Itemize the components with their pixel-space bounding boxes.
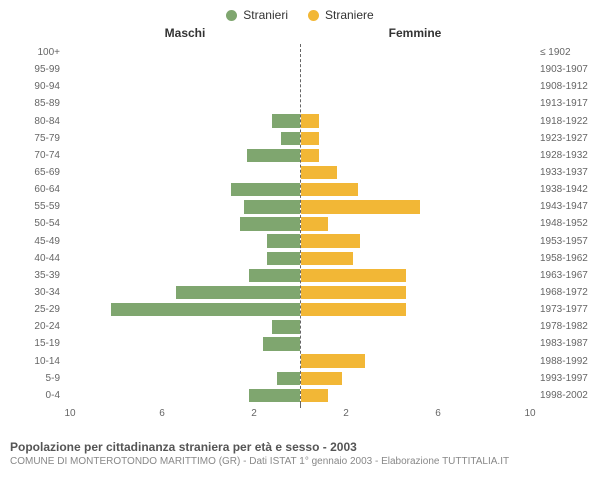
y-tick-birth: 1978-1982: [536, 318, 600, 335]
plot-female: [301, 44, 531, 404]
y-tick-birth: 1908-1912: [536, 78, 600, 95]
y-tick-birth: 1953-1957: [536, 233, 600, 250]
y-tick-age: 100+: [0, 44, 64, 61]
bar-male: [247, 149, 300, 162]
bar-female: [301, 149, 319, 162]
y-tick-age: 65-69: [0, 164, 64, 181]
y-tick-birth: 1988-1992: [536, 353, 600, 370]
legend-swatch-female: [308, 10, 319, 21]
bar-female: [301, 217, 329, 230]
y-tick-birth: 1903-1907: [536, 61, 600, 78]
y-tick-birth: 1973-1977: [536, 301, 600, 318]
y-tick-age: 15-19: [0, 335, 64, 352]
bar-male: [176, 286, 300, 299]
y-tick-age: 50-54: [0, 215, 64, 232]
bar-male: [249, 389, 299, 402]
y-tick-birth: 1928-1932: [536, 147, 600, 164]
y-tick-birth: 1983-1987: [536, 335, 600, 352]
y-tick-birth: 1933-1937: [536, 164, 600, 181]
y-tick-age: 0-4: [0, 387, 64, 404]
y-tick-birth: 1918-1922: [536, 113, 600, 130]
chart-subtitle: COMUNE DI MONTEROTONDO MARITTIMO (GR) - …: [10, 456, 590, 467]
header-male: Maschi: [70, 26, 300, 40]
y-tick-birth: 1963-1967: [536, 267, 600, 284]
bar-female: [301, 252, 354, 265]
bar-male: [277, 372, 300, 385]
bar-female: [301, 286, 407, 299]
y-tick-birth: 1938-1942: [536, 181, 600, 198]
bar-female: [301, 200, 420, 213]
legend-label-female: Straniere: [325, 8, 374, 22]
y-tick-age: 5-9: [0, 370, 64, 387]
bar-female: [301, 303, 407, 316]
legend-item-female: Straniere: [308, 8, 374, 22]
y-tick-birth: 1968-1972: [536, 284, 600, 301]
x-tick: 6: [435, 408, 441, 419]
legend-label-male: Stranieri: [243, 8, 288, 22]
bar-female: [301, 132, 319, 145]
plot-male: [70, 44, 301, 404]
legend: Stranieri Straniere: [0, 0, 600, 26]
y-tick-age: 95-99: [0, 61, 64, 78]
plot-area: [70, 44, 530, 404]
bar-male: [272, 320, 300, 333]
y-tick-birth: 1923-1927: [536, 130, 600, 147]
y-tick-age: 70-74: [0, 147, 64, 164]
bar-male: [231, 183, 300, 196]
bar-female: [301, 183, 358, 196]
footer: Popolazione per cittadinanza straniera p…: [0, 434, 600, 467]
y-tick-age: 90-94: [0, 78, 64, 95]
y-tick-birth: 1943-1947: [536, 198, 600, 215]
bar-male: [263, 337, 300, 350]
y-axis-right: ≤ 19021903-19071908-19121913-19171918-19…: [536, 44, 600, 404]
y-tick-age: 45-49: [0, 233, 64, 250]
x-tick: 6: [159, 408, 165, 419]
bar-male: [267, 252, 299, 265]
x-tick: 2: [343, 408, 349, 419]
y-axis-left: 100+95-9990-9485-8980-8475-7970-7465-696…: [0, 44, 64, 404]
bar-male: [244, 200, 299, 213]
legend-swatch-male: [226, 10, 237, 21]
x-tick: 10: [524, 408, 535, 419]
bar-male: [272, 114, 300, 127]
y-tick-age: 35-39: [0, 267, 64, 284]
bar-male: [281, 132, 299, 145]
chart-title: Popolazione per cittadinanza straniera p…: [10, 440, 590, 454]
y-tick-age: 60-64: [0, 181, 64, 198]
bar-female: [301, 354, 365, 367]
y-tick-age: 75-79: [0, 130, 64, 147]
bar-female: [301, 114, 319, 127]
bar-male: [111, 303, 299, 316]
x-tick: 10: [64, 408, 75, 419]
bar-female: [301, 372, 342, 385]
bar-female: [301, 234, 361, 247]
y-tick-birth: ≤ 1902: [536, 44, 600, 61]
y-tick-age: 25-29: [0, 301, 64, 318]
section-headers: Maschi Femmine: [0, 26, 600, 44]
bar-female: [301, 166, 338, 179]
y-tick-birth: 1998-2002: [536, 387, 600, 404]
bar-male: [240, 217, 300, 230]
y-tick-birth: 1913-1917: [536, 95, 600, 112]
bar-female: [301, 269, 407, 282]
y-tick-age: 20-24: [0, 318, 64, 335]
x-tick: 2: [251, 408, 257, 419]
bar-male: [267, 234, 299, 247]
chart: Fasce di età Anni di nascita 100+95-9990…: [0, 44, 600, 434]
y-tick-birth: 1948-1952: [536, 215, 600, 232]
y-tick-age: 30-34: [0, 284, 64, 301]
legend-item-male: Stranieri: [226, 8, 288, 22]
y-tick-birth: 1958-1962: [536, 250, 600, 267]
y-tick-birth: 1993-1997: [536, 370, 600, 387]
y-tick-age: 55-59: [0, 198, 64, 215]
y-tick-age: 40-44: [0, 250, 64, 267]
header-female: Femmine: [300, 26, 530, 40]
x-axis: 1062 2610: [70, 404, 530, 426]
y-tick-age: 85-89: [0, 95, 64, 112]
bar-female: [301, 389, 329, 402]
y-tick-age: 10-14: [0, 353, 64, 370]
y-tick-age: 80-84: [0, 113, 64, 130]
bar-male: [249, 269, 299, 282]
